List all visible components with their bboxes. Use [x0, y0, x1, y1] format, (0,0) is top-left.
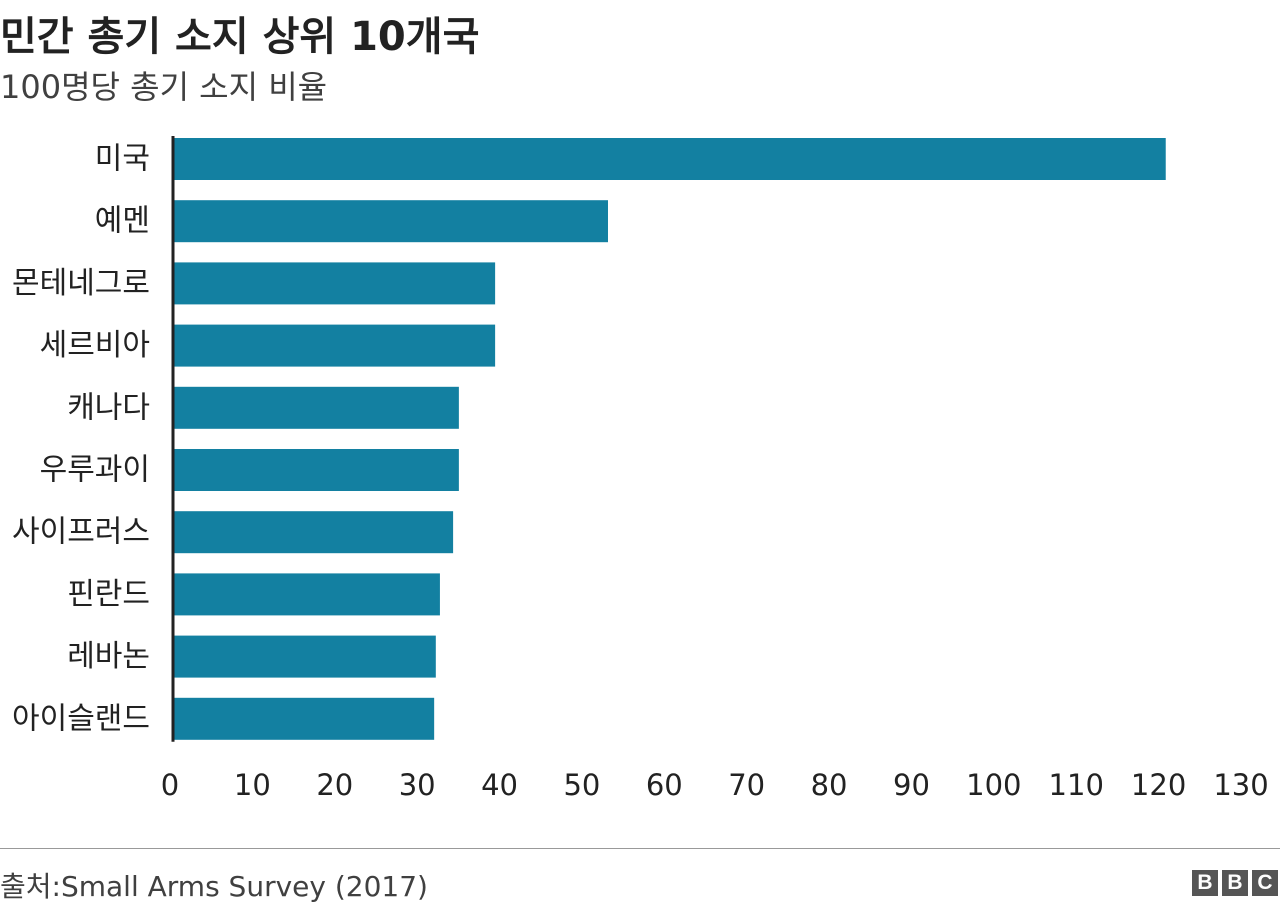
bar-4 [173, 324, 496, 367]
footer-divider [0, 848, 1280, 849]
category-label-3: 몬테네그로 [12, 266, 150, 301]
chart-subtitle: 100명당 총기 소지 비율 [0, 68, 328, 106]
x-tick-labels-group: 0 10 20 30 40 50 60 70 80 90 100 110 120 130 [161, 768, 1269, 802]
bbc-logo-letter-3: C [1252, 870, 1278, 896]
category-label-10: 아이슬랜드 [12, 701, 150, 736]
bar-7 [173, 511, 454, 554]
chart-title: 민간 총기 소지 상위 10개국 [0, 14, 480, 60]
category-label-5: 캐나다 [67, 390, 150, 425]
x-tick-label-30: 30 [399, 768, 436, 802]
x-tick-label-80: 80 [811, 768, 848, 802]
x-tick-label-0: 0 [161, 768, 179, 802]
category-label-6: 우루과이 [40, 453, 150, 488]
bbc-logo: B B C [1192, 870, 1278, 896]
x-tick-label-120: 120 [1131, 768, 1186, 802]
bbc-logo-letter-1: B [1192, 870, 1218, 896]
x-tick-label-130: 130 [1213, 768, 1268, 802]
bar-3 [173, 262, 496, 305]
x-tick-label-10: 10 [234, 768, 271, 802]
bar-10 [173, 697, 435, 740]
source-note: 출처:Small Arms Survey (2017) [0, 870, 428, 903]
category-label-7: 사이프러스 [12, 515, 150, 550]
x-tick-label-50: 50 [563, 768, 600, 802]
bbc-logo-letter-2: B [1222, 870, 1248, 896]
bar-2 [173, 200, 608, 243]
category-label-2: 예멘 [95, 204, 150, 239]
x-tick-label-70: 70 [728, 768, 765, 802]
category-label-8: 핀란드 [67, 577, 150, 612]
bars-group [173, 138, 1166, 740]
bar-9 [173, 635, 436, 678]
bar-6 [173, 449, 459, 491]
category-label-1: 미국 [95, 142, 150, 177]
x-tick-label-40: 40 [481, 768, 518, 802]
x-tick-label-60: 60 [646, 768, 683, 802]
bar-1 [173, 138, 1166, 180]
x-tick-label-90: 90 [893, 768, 930, 802]
x-tick-label-110: 110 [1049, 768, 1104, 802]
x-tick-label-20: 20 [316, 768, 353, 802]
bar-5 [173, 386, 459, 429]
bar-8 [173, 573, 440, 616]
category-label-4: 세르비아 [40, 328, 150, 363]
category-label-9: 레바논 [67, 639, 150, 674]
x-tick-label-100: 100 [966, 768, 1021, 802]
